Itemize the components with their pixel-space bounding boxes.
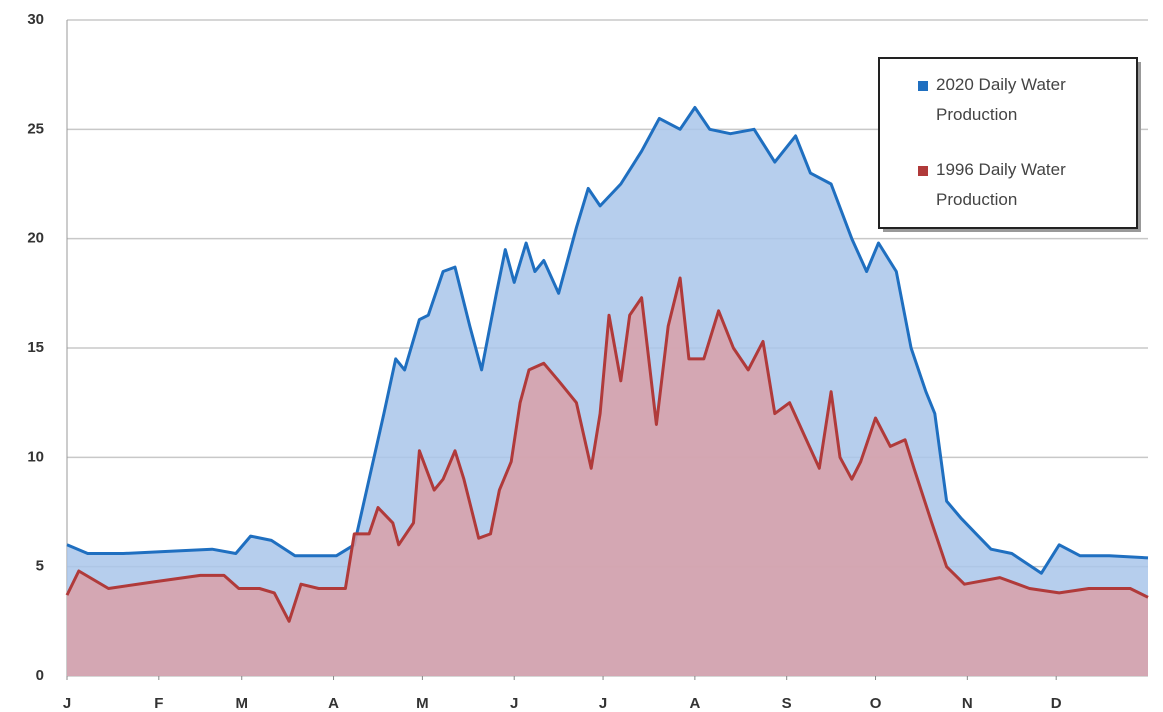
line: [66, 106, 1149, 575]
x-tick-label: F: [154, 695, 163, 712]
x-tick-label: S: [782, 695, 792, 712]
y-tick-label: 0: [36, 667, 44, 684]
x-tick-label: M: [416, 695, 429, 712]
y-tick-label: 30: [27, 11, 44, 28]
y-tick-label: 15: [27, 339, 44, 356]
y-tick-label: 25: [27, 120, 44, 137]
area: [67, 278, 1148, 676]
x-tick-label: N: [962, 695, 973, 712]
x-tick-label: D: [1051, 695, 1062, 712]
x-tick-label: M: [235, 695, 248, 712]
x-tick-label: J: [599, 695, 607, 712]
legend-label: 1996 Daily Water Production: [936, 160, 1066, 209]
x-tick-label: A: [689, 695, 700, 712]
y-tick-label: 10: [27, 448, 44, 465]
line: [65, 276, 1149, 623]
y-tick-label: 5: [36, 558, 44, 575]
x-tick-label: A: [328, 695, 339, 712]
legend: 2020 Daily Water Production 1996 Daily Wat…: [878, 57, 1141, 232]
legend-swatch: [918, 166, 928, 176]
x-tick-label: J: [63, 695, 71, 712]
legend-swatch: [918, 81, 928, 91]
y-tick-label: 20: [27, 230, 44, 247]
legend-label: 2020 Daily Water Production: [936, 75, 1066, 124]
x-tick-label: O: [870, 695, 882, 712]
x-tick-label: J: [510, 695, 518, 712]
